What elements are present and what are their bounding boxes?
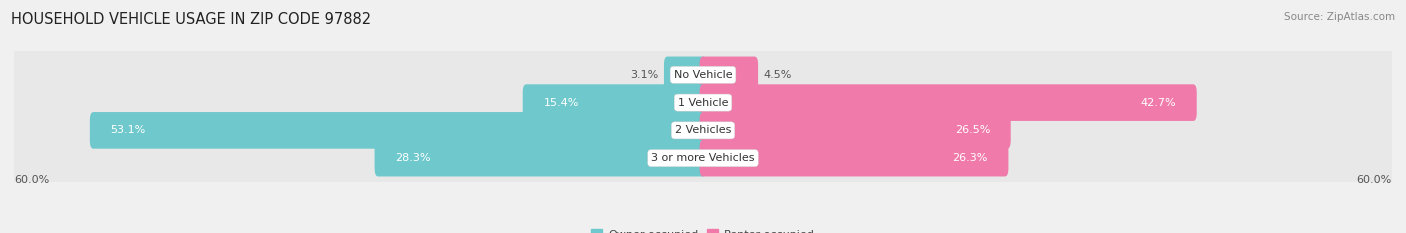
Legend: Owner-occupied, Renter-occupied: Owner-occupied, Renter-occupied	[586, 225, 820, 233]
Text: 26.3%: 26.3%	[952, 153, 988, 163]
FancyBboxPatch shape	[664, 57, 706, 93]
FancyBboxPatch shape	[700, 112, 1011, 149]
Text: 53.1%: 53.1%	[111, 125, 146, 135]
FancyBboxPatch shape	[700, 84, 1197, 121]
Text: 42.7%: 42.7%	[1140, 98, 1175, 108]
Text: 28.3%: 28.3%	[395, 153, 430, 163]
Text: 2 Vehicles: 2 Vehicles	[675, 125, 731, 135]
Text: 60.0%: 60.0%	[1357, 175, 1392, 185]
FancyBboxPatch shape	[700, 140, 1008, 176]
Text: 4.5%: 4.5%	[763, 70, 792, 80]
Text: 1 Vehicle: 1 Vehicle	[678, 98, 728, 108]
Text: HOUSEHOLD VEHICLE USAGE IN ZIP CODE 97882: HOUSEHOLD VEHICLE USAGE IN ZIP CODE 9788…	[11, 12, 371, 27]
Text: 3 or more Vehicles: 3 or more Vehicles	[651, 153, 755, 163]
FancyBboxPatch shape	[7, 48, 1399, 102]
Text: 15.4%: 15.4%	[543, 98, 579, 108]
Text: 3.1%: 3.1%	[630, 70, 658, 80]
FancyBboxPatch shape	[7, 104, 1399, 157]
FancyBboxPatch shape	[7, 131, 1399, 185]
FancyBboxPatch shape	[523, 84, 706, 121]
FancyBboxPatch shape	[700, 57, 758, 93]
Text: 60.0%: 60.0%	[14, 175, 49, 185]
FancyBboxPatch shape	[374, 140, 706, 176]
FancyBboxPatch shape	[90, 112, 706, 149]
FancyBboxPatch shape	[7, 76, 1399, 129]
Text: 26.5%: 26.5%	[955, 125, 990, 135]
Text: No Vehicle: No Vehicle	[673, 70, 733, 80]
Text: Source: ZipAtlas.com: Source: ZipAtlas.com	[1284, 12, 1395, 22]
